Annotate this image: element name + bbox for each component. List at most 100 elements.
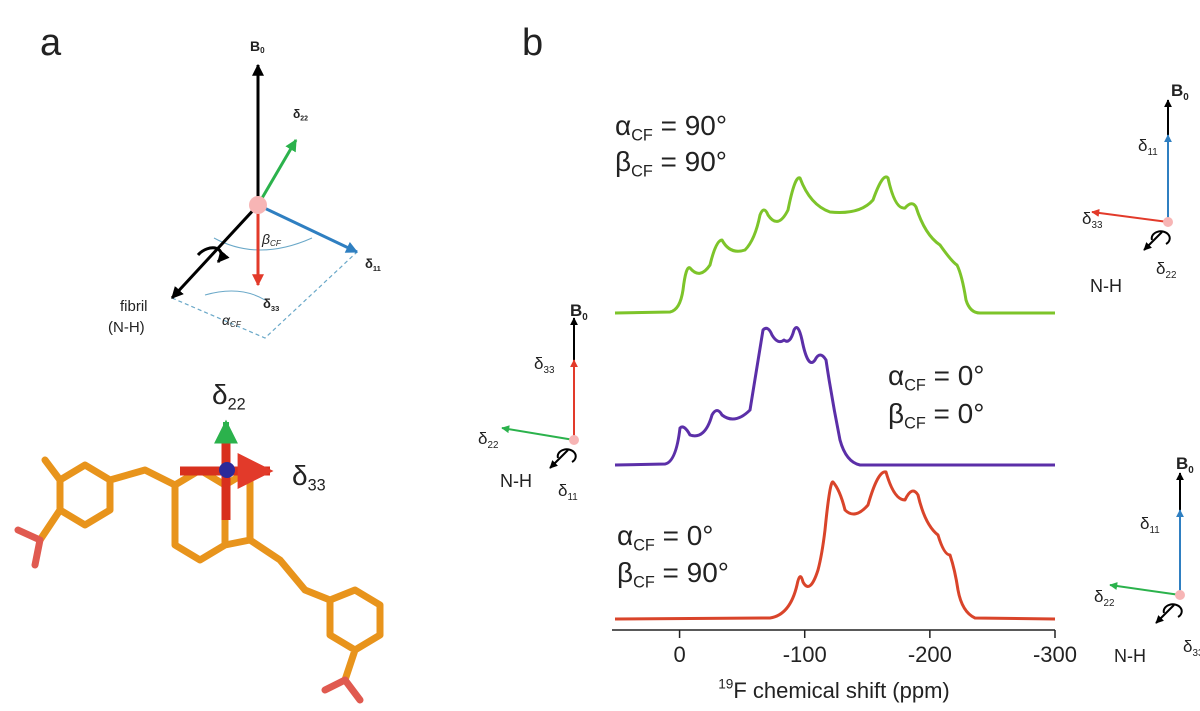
subscript: 33	[543, 365, 554, 376]
symbol: δ	[1082, 209, 1091, 228]
label: δ11	[558, 481, 578, 502]
origin	[1175, 590, 1185, 600]
symbol: δ	[534, 354, 543, 373]
symbol: α	[222, 312, 231, 328]
label: βCF	[261, 231, 282, 249]
rotation	[1162, 603, 1183, 618]
symbol: δ	[1094, 587, 1103, 606]
label: δ22	[1094, 587, 1114, 608]
subscript: 11	[1147, 147, 1157, 158]
subscript: CF	[230, 320, 242, 329]
subscript: 0	[582, 312, 588, 323]
label: B0	[1176, 454, 1194, 475]
label: -100	[783, 642, 827, 667]
symbol: δ	[1156, 259, 1165, 278]
label: N-H	[1090, 276, 1122, 296]
subscript: 11	[567, 492, 577, 503]
symbol: δ	[292, 460, 308, 491]
label: βCF = 0°	[888, 398, 984, 432]
label: δ22	[212, 379, 246, 413]
label: a	[40, 22, 62, 64]
label: δ33	[534, 354, 555, 375]
label: δ11	[365, 256, 381, 272]
arrow	[501, 425, 575, 441]
label: B0	[570, 301, 588, 322]
label: βCF = 90°	[615, 146, 727, 180]
symbol: δ	[1183, 637, 1192, 656]
symbol: B	[1176, 454, 1188, 473]
label: αCF = 90°	[615, 110, 727, 144]
subscript: CF	[904, 377, 926, 395]
label: δ33	[1183, 637, 1200, 658]
symbol: δ	[365, 256, 373, 271]
rotation	[1150, 230, 1171, 245]
label: δ33	[292, 460, 326, 494]
rotation	[556, 448, 577, 463]
label: 19F chemical shift (ppm)	[718, 676, 950, 703]
arrow	[549, 449, 569, 469]
label: δ11	[1138, 136, 1158, 157]
symbol: δ	[1140, 514, 1149, 533]
subscript: 0	[1188, 465, 1194, 476]
subscript: 33	[308, 477, 326, 495]
text: F chemical shift (ppm)	[733, 678, 949, 703]
subscript: 33	[1091, 220, 1102, 231]
symbol: B	[570, 301, 582, 320]
superscript: 19	[718, 676, 733, 691]
symbol: δ	[293, 107, 300, 121]
text: = 0°	[655, 520, 714, 551]
symbol: δ	[1138, 136, 1147, 155]
symbol: δ	[263, 296, 271, 311]
molecule	[14, 419, 384, 704]
symbol: δ	[558, 481, 567, 500]
arrow	[1155, 604, 1175, 624]
subscript: CF	[904, 415, 926, 433]
label: 0	[673, 642, 685, 667]
text: = 90°	[653, 146, 727, 177]
subscript: 0	[1183, 92, 1189, 103]
subscript: 22	[1103, 598, 1114, 609]
spectrum	[614, 470, 1056, 621]
subscript: 22	[487, 440, 498, 451]
text: = 90°	[653, 110, 727, 141]
subscript: 0	[260, 46, 265, 55]
subscript: CF	[270, 239, 282, 248]
arrow	[1091, 208, 1169, 223]
symbol: δ	[478, 429, 487, 448]
label: b	[522, 22, 543, 64]
label: δ22	[1156, 259, 1176, 280]
label: αCF = 0°	[888, 360, 985, 394]
subscript: 22	[228, 396, 246, 414]
symbol: β	[617, 557, 633, 588]
symbol: α	[615, 110, 631, 141]
text: = 0°	[926, 398, 985, 429]
spectrum	[614, 175, 1055, 315]
subscript: 22	[300, 115, 308, 122]
label: βCF = 90°	[617, 557, 729, 591]
label: δ33	[1082, 209, 1103, 230]
label: -300	[1033, 642, 1077, 667]
label: N-H	[500, 471, 532, 491]
subscript: CF	[633, 537, 655, 555]
symbol: δ	[212, 379, 228, 410]
label: B0	[250, 38, 265, 56]
arrow	[1109, 582, 1181, 596]
symbol: β	[261, 231, 270, 247]
label: N-H	[1114, 646, 1146, 666]
subscript: CF	[631, 163, 653, 181]
origin	[569, 435, 579, 445]
subscript: 11	[1149, 525, 1159, 536]
origin	[1163, 217, 1173, 227]
symbol: α	[888, 360, 904, 391]
label: -200	[908, 642, 952, 667]
subscript: 33	[271, 304, 279, 313]
subscript: CF	[633, 574, 655, 592]
subscript: 11	[373, 264, 381, 273]
label: δ22	[293, 107, 308, 122]
label: δ11	[1140, 514, 1160, 535]
symbol: β	[888, 398, 904, 429]
symbol: β	[615, 146, 631, 177]
symbol: B	[1171, 81, 1183, 100]
arrow	[1143, 231, 1163, 251]
